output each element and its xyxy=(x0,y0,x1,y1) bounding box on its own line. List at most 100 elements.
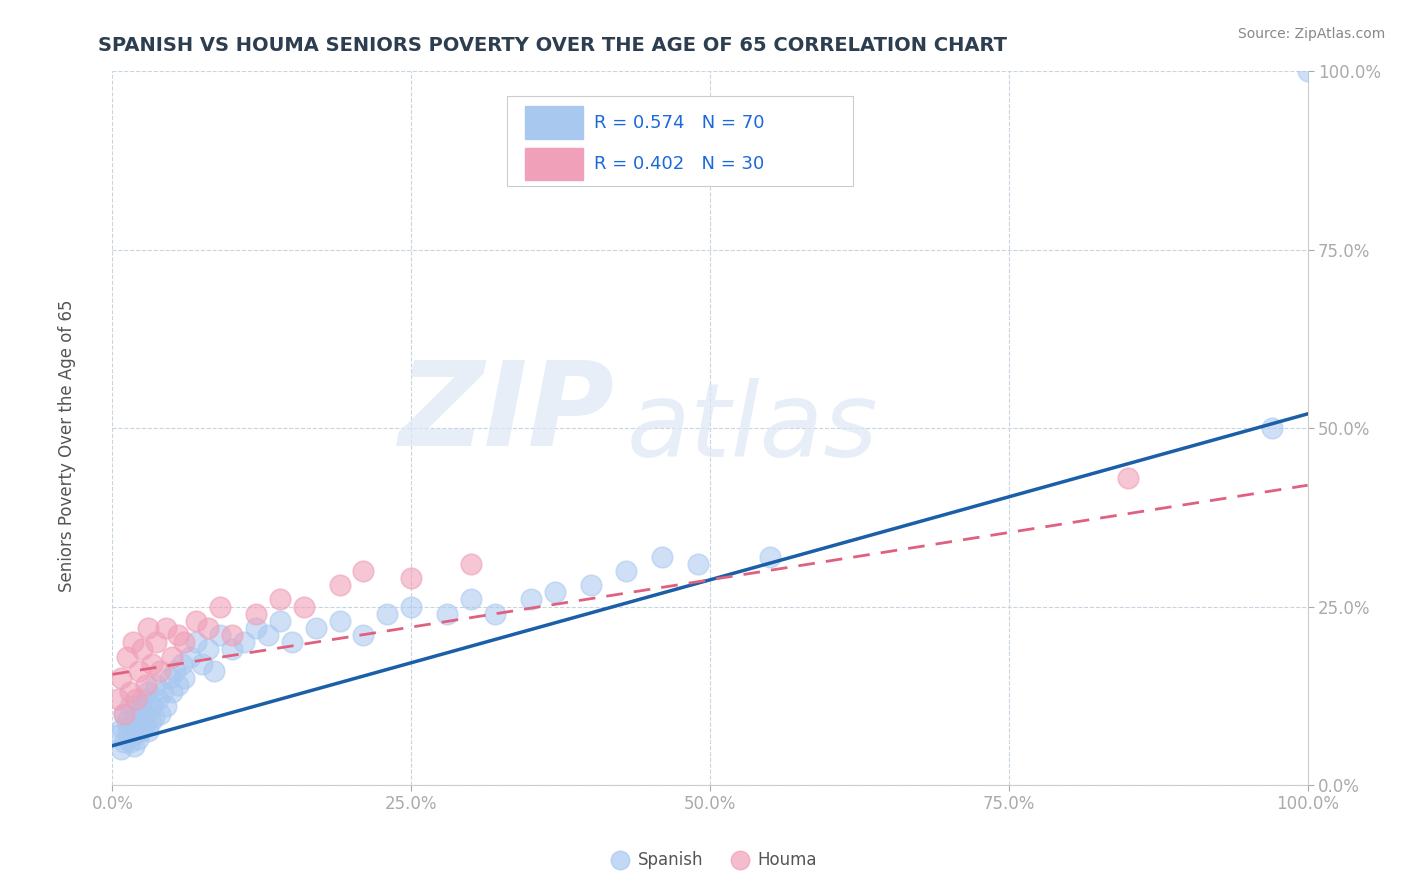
Point xyxy=(141,699,163,714)
Point xyxy=(132,706,155,721)
Point xyxy=(609,853,631,867)
Text: Seniors Poverty Over the Age of 65: Seniors Poverty Over the Age of 65 xyxy=(59,300,76,592)
Point xyxy=(159,671,181,685)
Text: SPANISH VS HOUMA SENIORS POVERTY OVER THE AGE OF 65 CORRELATION CHART: SPANISH VS HOUMA SENIORS POVERTY OVER TH… xyxy=(98,36,1008,54)
Point xyxy=(114,735,135,749)
Point xyxy=(579,578,602,592)
Point xyxy=(543,585,565,599)
Point xyxy=(129,724,152,739)
Point xyxy=(460,592,482,607)
Point xyxy=(149,664,172,678)
Point xyxy=(139,714,162,728)
Point xyxy=(170,657,193,671)
Point xyxy=(122,714,145,728)
Point xyxy=(197,621,219,635)
Point xyxy=(269,592,291,607)
Point xyxy=(128,699,150,714)
Point xyxy=(120,699,142,714)
Point xyxy=(107,728,129,742)
Text: Source: ZipAtlas.com: Source: ZipAtlas.com xyxy=(1237,27,1385,41)
Point xyxy=(129,710,152,724)
Point xyxy=(155,699,177,714)
Point xyxy=(179,649,201,664)
Point xyxy=(173,635,195,649)
Point xyxy=(135,678,157,692)
Point xyxy=(186,614,208,628)
Point xyxy=(401,599,423,614)
Point xyxy=(352,564,374,578)
Point xyxy=(1118,471,1140,485)
Point xyxy=(145,678,167,692)
Point xyxy=(209,628,232,642)
Point xyxy=(125,717,148,731)
Point xyxy=(173,671,195,685)
Point xyxy=(436,607,458,621)
Point xyxy=(138,685,160,699)
Point xyxy=(209,599,232,614)
Point xyxy=(134,717,156,731)
Point xyxy=(245,621,267,635)
Point xyxy=(131,642,153,657)
Point xyxy=(135,699,157,714)
Point xyxy=(167,678,190,692)
Point xyxy=(1296,64,1319,78)
Point xyxy=(121,728,143,742)
Point xyxy=(329,614,352,628)
Point xyxy=(131,692,153,706)
Point xyxy=(163,664,186,678)
Point xyxy=(143,710,166,724)
Point xyxy=(484,607,506,621)
Point xyxy=(131,721,153,735)
Point xyxy=(125,706,148,721)
Point xyxy=(202,664,225,678)
Point xyxy=(221,628,243,642)
Text: atlas: atlas xyxy=(627,378,877,478)
Point xyxy=(167,628,190,642)
Point xyxy=(688,557,710,571)
Point xyxy=(1261,421,1284,435)
Point xyxy=(149,706,172,721)
Point xyxy=(352,628,374,642)
Point xyxy=(138,621,160,635)
FancyBboxPatch shape xyxy=(524,106,583,139)
Point xyxy=(245,607,267,621)
Point xyxy=(121,721,143,735)
Point xyxy=(115,714,138,728)
Point xyxy=(281,635,304,649)
Point xyxy=(155,621,177,635)
Point xyxy=(233,635,256,649)
Text: Houma: Houma xyxy=(758,851,817,869)
Point xyxy=(128,714,150,728)
Point xyxy=(121,635,143,649)
Point xyxy=(117,724,139,739)
Point xyxy=(197,642,219,657)
Point xyxy=(460,557,482,571)
Point xyxy=(125,692,148,706)
Point xyxy=(162,649,183,664)
Point xyxy=(152,685,174,699)
Point xyxy=(728,853,751,867)
Point xyxy=(257,628,280,642)
Point xyxy=(520,592,543,607)
Point xyxy=(759,549,782,564)
Point xyxy=(127,731,149,746)
Point xyxy=(292,599,315,614)
Point xyxy=(107,692,129,706)
Point xyxy=(115,649,138,664)
Point xyxy=(191,657,214,671)
Text: ZIP: ZIP xyxy=(398,357,614,471)
Point xyxy=(114,706,135,721)
Point xyxy=(162,685,183,699)
Point xyxy=(616,564,638,578)
Text: R = 0.402   N = 30: R = 0.402 N = 30 xyxy=(595,155,765,173)
Text: Spanish: Spanish xyxy=(638,851,704,869)
Point xyxy=(120,685,142,699)
Point xyxy=(269,614,291,628)
Point xyxy=(186,635,208,649)
Point xyxy=(145,635,167,649)
Point xyxy=(110,742,132,756)
Point xyxy=(651,549,673,564)
Point xyxy=(114,706,135,721)
Point xyxy=(401,571,423,585)
Point xyxy=(120,735,142,749)
